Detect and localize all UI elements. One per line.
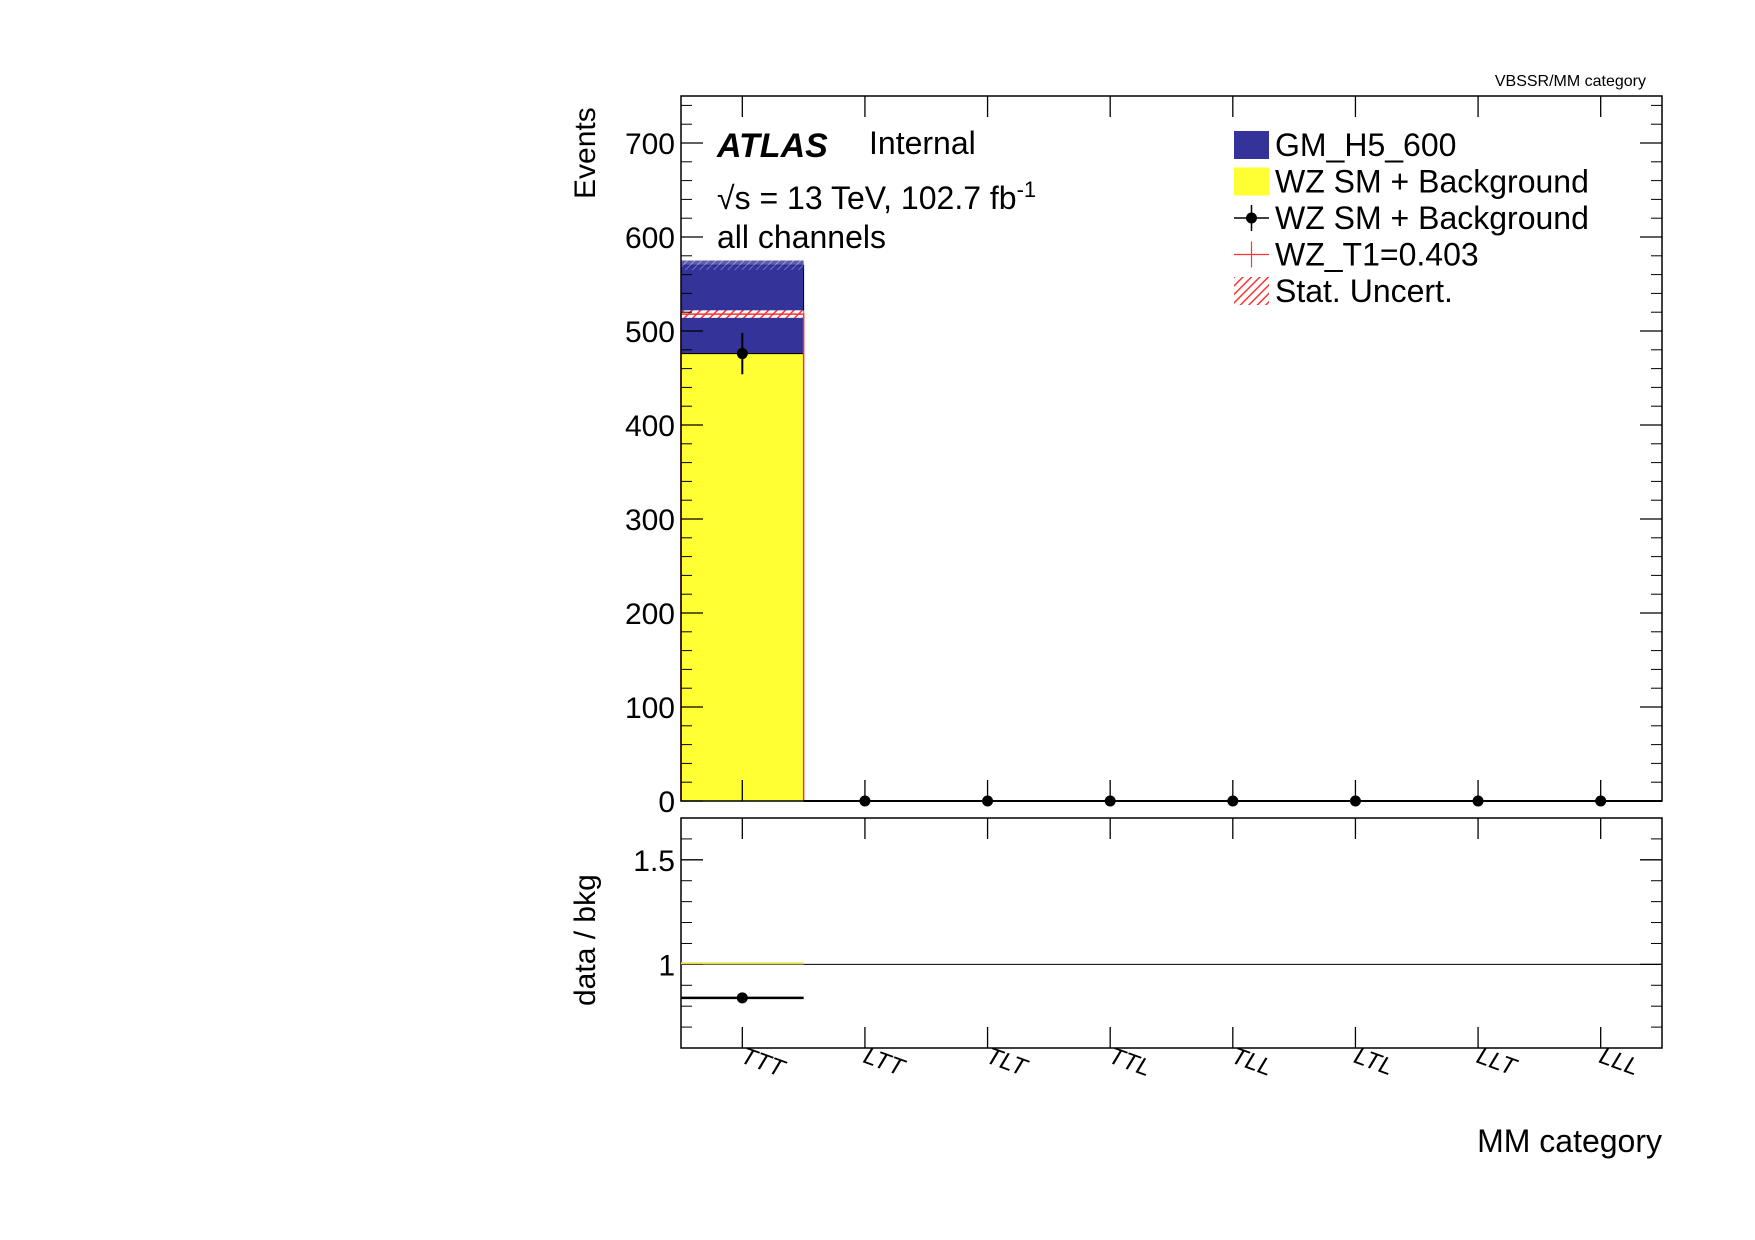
main-ytick-label: 700 [625, 128, 675, 161]
legend-symbol-4-stat-uncert [1234, 277, 1269, 305]
ratio-frame [680, 817, 1663, 1049]
corner-label: VBSSR/MM category [1495, 73, 1646, 90]
ratio-panel: 11.5 data / bkg [569, 817, 1663, 1049]
ratio-point-ttt [736, 992, 748, 1004]
main-ytick-label: 200 [625, 598, 675, 631]
energy-lumi-sup: -1 [1017, 177, 1037, 202]
atlas-status: Internal [869, 125, 976, 161]
legend-label-0-gm-h5-600: GM_H5_600 [1275, 127, 1456, 163]
main-ytick-label: 0 [658, 786, 675, 819]
main-ytick-label: 100 [625, 692, 675, 725]
ratio-points [681, 962, 1662, 1004]
channel-label: all channels [717, 219, 886, 255]
main-ytick-label: 500 [625, 316, 675, 349]
atlas-label: ATLAS Internal √s = 13 TeV, 102.7 fb-1 a… [716, 125, 1036, 255]
main-ticks: 0 100 200 300 400 500 600 700 [625, 96, 1662, 819]
legend-label-2-wz-sm-background: WZ SM + Background [1275, 200, 1589, 236]
ratio-ytick-label: 1.5 [633, 845, 675, 878]
energy-lumi: √s = 13 TeV, 102.7 fb-1 [717, 177, 1036, 216]
legend-symbol-1-wz-sm-background [1234, 167, 1269, 196]
legend-label-4-stat-uncert: Stat. Uncert. [1275, 273, 1453, 309]
main-panel: 0 100 200 300 400 500 600 700 Events [569, 95, 1663, 819]
bar-wz-sm-background-ttt [680, 353, 805, 802]
total-uncert-band-ttt [681, 260, 804, 270]
ratio-frame-rect [680, 817, 1663, 1049]
legend-label-1-wz-sm-background: WZ SM + Background [1275, 164, 1589, 200]
energy-lumi-main: √s = 13 TeV, 102.7 fb [717, 180, 1017, 216]
legend-symbol-2-wz-sm-background [1246, 212, 1257, 224]
legend-label-3-wz-t1-0-403: WZ_T1=0.403 [1275, 237, 1479, 273]
y-axis-label-events: Events [569, 107, 602, 199]
main-ytick-label: 400 [625, 410, 675, 443]
ratio-ytick-label: 1 [658, 949, 675, 982]
x-axis-label: MM category [1477, 1123, 1662, 1159]
legend-symbol-0-gm-h5-600 [1234, 131, 1269, 159]
y-axis-label-ratio: data / bkg [569, 874, 602, 1006]
main-ytick-label: 300 [625, 504, 675, 537]
data-point-ttt [736, 348, 748, 360]
main-bars [680, 260, 805, 802]
main-ytick-label: 600 [625, 222, 675, 255]
atlas-logo-text: ATLAS [716, 127, 828, 165]
ratio-ticks: 11.5 [633, 818, 1662, 1048]
main-points [736, 332, 1662, 807]
